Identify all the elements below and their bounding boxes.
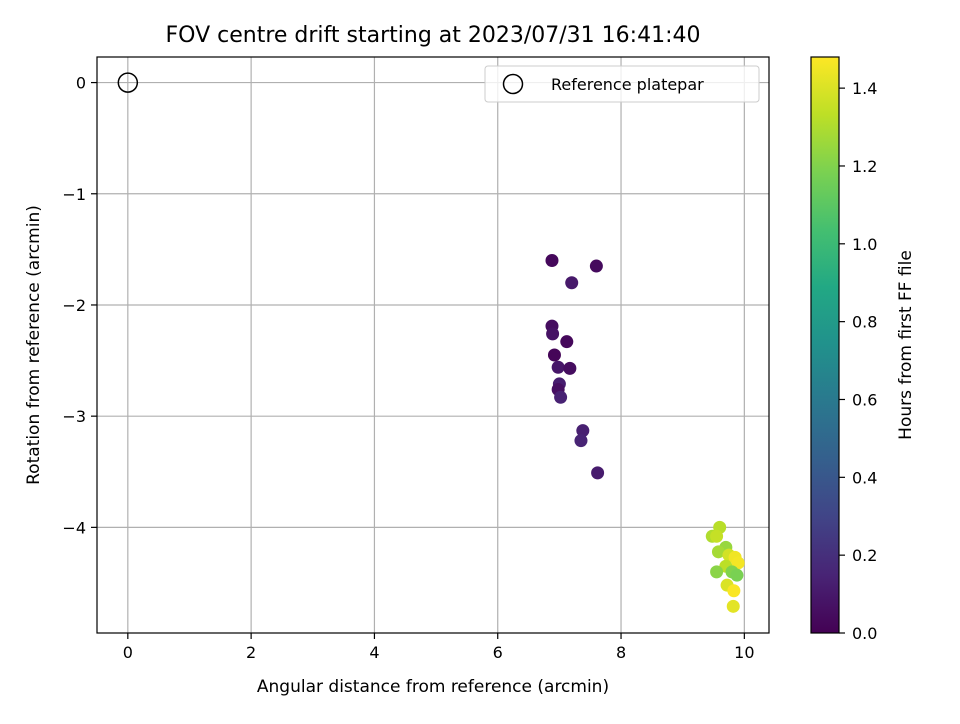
data-point [591,466,605,480]
x-axis-label: Angular distance from reference (arcmin) [257,677,609,697]
y-tick-label: −4 [62,518,86,537]
data-point [576,424,590,438]
colorbar-tick-label: 0.2 [852,546,877,565]
colorbar-label: Hours from first FF file [896,250,916,440]
y-tick-label: −3 [62,407,86,426]
y-tick-label: −1 [62,185,86,204]
data-point [589,259,603,273]
colorbar-tick-label: 1.0 [852,235,877,254]
reference-marker [117,72,139,93]
data-point [551,360,565,374]
colorbar-tick-label: 1.4 [852,79,877,98]
y-axis-label: Rotation from reference (arcmin) [24,205,44,485]
data-point [545,253,559,267]
x-tick-label: 4 [369,643,379,662]
colorbar-frame [810,56,840,634]
legend-marker [502,73,524,95]
data-point [710,529,724,543]
data-point [560,335,574,349]
colorbar-gradient [811,57,839,633]
colorbar-tick-label: 1.2 [852,157,877,176]
legend-label: Reference platepar [551,75,704,94]
y-tick-label: −2 [62,296,86,315]
chart-title: FOV centre drift starting at 2023/07/31 … [166,23,701,48]
x-tick-label: 10 [734,643,754,662]
colorbar-tick-label: 0.6 [852,390,877,409]
reference-marker-group [117,72,139,93]
colorbar-tick-label: 0.0 [852,624,877,643]
colorbar: 0.0 0.2 0.4 0.6 0.8 1.0 1.2 1.4 Hours from firs… [810,56,916,643]
data-point [546,327,560,341]
data-point [563,361,577,375]
legend-box [484,65,760,103]
y-tick-label: 0 [76,74,86,93]
y-axis-ticks: 0 −1 −2 −3 −4 [62,74,97,537]
data-point [711,545,725,559]
data-point [565,276,579,290]
plot-frame [96,56,770,634]
colorbar-tick-label: 0.4 [852,468,877,487]
x-axis-ticks: 0 2 4 6 8 10 [123,633,755,662]
data-point [547,348,561,362]
data-point [726,599,740,613]
data-point [710,565,724,579]
data-point [730,568,744,582]
colorbar-tick-label: 0.8 [852,313,877,332]
x-tick-label: 2 [246,643,256,662]
x-tick-label: 6 [493,643,503,662]
legend: Reference platepar [484,65,760,103]
x-tick-label: 8 [616,643,626,662]
grid-lines [97,57,769,633]
colorbar-ticks: 0.0 0.2 0.4 0.6 0.8 1.0 1.2 1.4 [839,79,877,643]
data-point [574,434,588,448]
data-point [554,390,568,404]
data-points [545,253,745,613]
x-tick-label: 0 [123,643,133,662]
data-point [727,584,741,598]
